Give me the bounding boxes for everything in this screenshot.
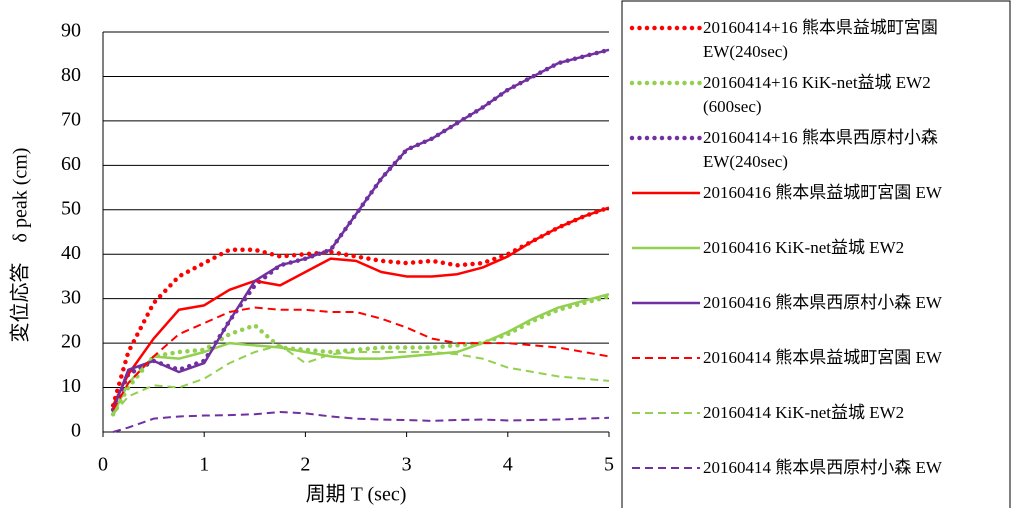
x-tick-label: 2 — [300, 454, 310, 476]
x-tick-label: 1 — [199, 454, 209, 476]
y-tick-label: 40 — [61, 242, 81, 264]
y-axis-label: 変位応答 δ peak (cm) — [9, 148, 32, 343]
series-line — [111, 48, 610, 411]
x-axis-label: 周期 T (sec) — [306, 484, 407, 506]
y-tick-label: 30 — [61, 286, 81, 308]
legend-box — [621, 0, 1011, 508]
x-tick-label: 5 — [604, 454, 614, 476]
legend-label: 20160414+16 KiK-net益城 EW2 (600sec) — [703, 73, 931, 116]
legend-item: 20160416 KiK-net益城 EW2 — [628, 236, 1008, 260]
legend-item: 20160414 熊本県益城町宮園 EW — [628, 346, 1008, 370]
legend-item: 20160414+16 熊本県益城町宮園 EW(240sec) — [628, 16, 1008, 64]
series-line — [112, 411, 610, 433]
series-line — [110, 205, 612, 408]
y-tick-label: 80 — [61, 64, 81, 86]
series-line — [111, 293, 610, 415]
x-tick-label: 3 — [402, 454, 412, 476]
series-line — [110, 47, 612, 413]
legend-item: 20160416 熊本県西原村小森 EW — [628, 291, 1008, 315]
x-tick-label: 4 — [503, 454, 513, 476]
legend-swatch — [629, 80, 703, 86]
y-tick-label: 10 — [61, 375, 81, 397]
legend-label: 20160414+16 熊本県西原村小森 EW(240sec) — [703, 128, 938, 171]
y-tick-label: 50 — [61, 197, 81, 219]
legend-swatch — [629, 25, 703, 31]
legend-swatch — [632, 357, 700, 359]
legend-label: 20160416 熊本県益城町宮園 EW — [703, 183, 942, 202]
x-tick-label: 0 — [98, 454, 108, 476]
legend-swatch — [632, 412, 700, 414]
y-tick-label: 90 — [61, 20, 81, 42]
legend-label: 20160414 熊本県西原村小森 EW — [703, 458, 942, 477]
legend-label: 20160416 KiK-net益城 EW2 — [703, 238, 905, 257]
legend-item: 20160416 熊本県益城町宮園 EW — [628, 181, 1008, 205]
y-tick-label: 70 — [61, 108, 81, 130]
legend-swatch — [629, 135, 703, 141]
legend-label: 20160414 熊本県益城町宮園 EW — [703, 348, 942, 367]
legend-swatch — [632, 301, 700, 305]
y-tick-label: 0 — [71, 420, 81, 442]
legend-swatch — [632, 467, 700, 469]
legend-label: 20160416 熊本県西原村小森 EW — [703, 293, 942, 312]
legend-swatch — [632, 246, 700, 250]
series-line — [112, 306, 610, 411]
legend-item: 20160414 KiK-net益城 EW2 — [628, 401, 1008, 425]
legend-item: 20160414+16 KiK-net益城 EW2 (600sec) — [628, 71, 1008, 119]
series-line — [112, 344, 610, 415]
series-line — [111, 206, 610, 406]
y-tick-label: 20 — [61, 331, 81, 353]
legend-item: 20160414 熊本県西原村小森 EW — [628, 456, 1008, 480]
series-line — [110, 294, 612, 417]
legend-label: 20160414+16 熊本県益城町宮園 EW(240sec) — [703, 18, 938, 61]
y-tick-label: 60 — [61, 153, 81, 175]
legend-label: 20160414 KiK-net益城 EW2 — [703, 403, 905, 422]
legend-swatch — [632, 191, 700, 195]
legend-item: 20160414+16 熊本県西原村小森 EW(240sec) — [628, 126, 1008, 174]
